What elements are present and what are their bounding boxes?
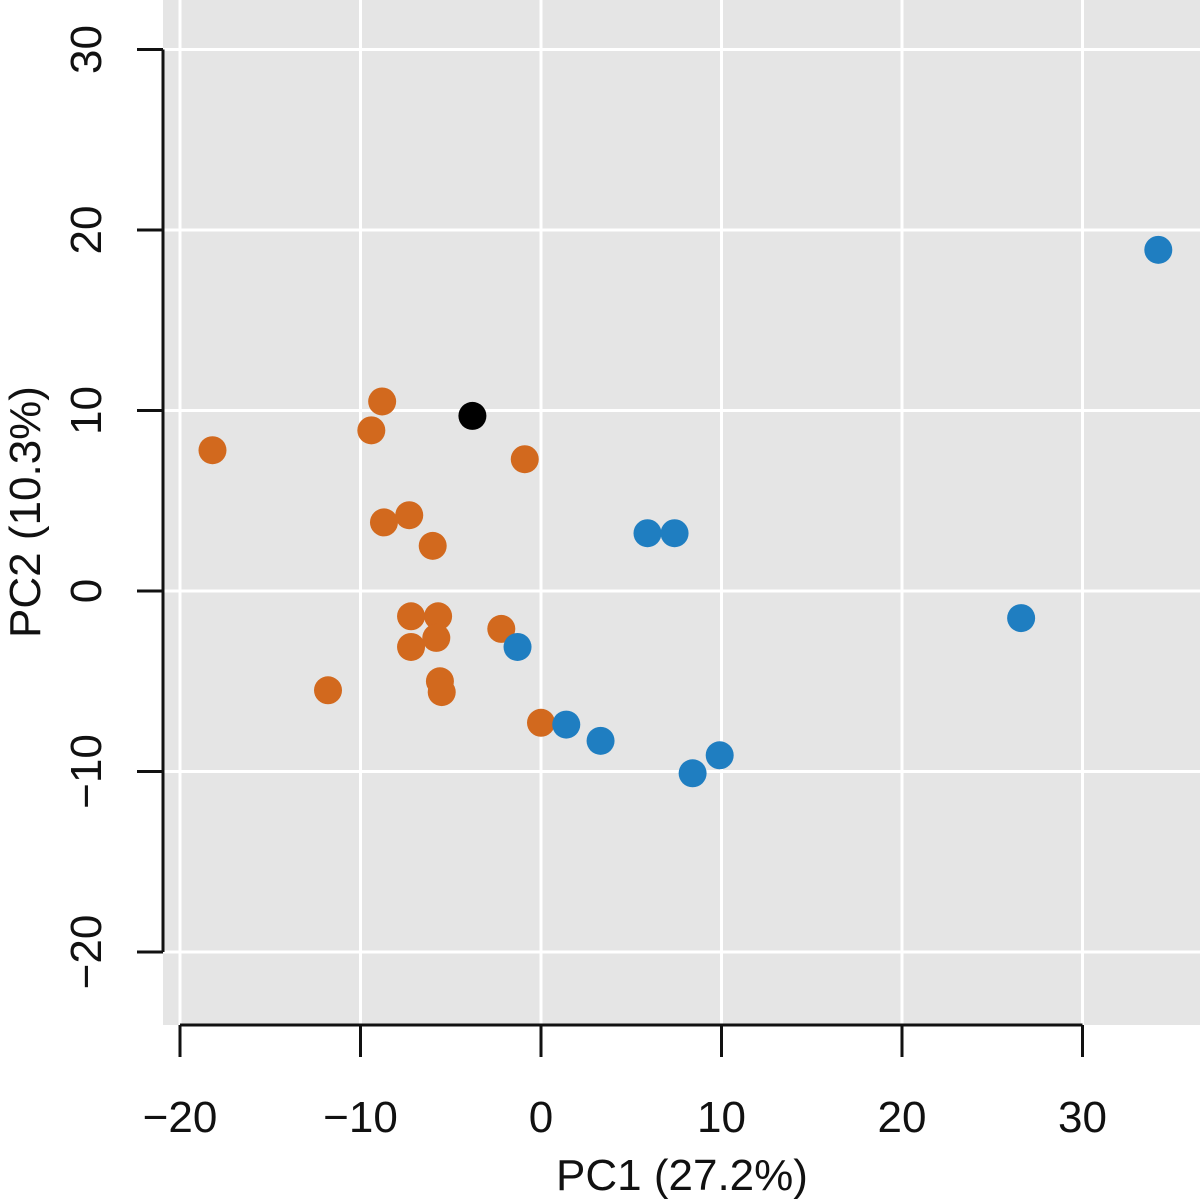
x-tick-label: 10: [697, 1093, 746, 1142]
data-point: [418, 531, 447, 560]
x-axis: −20 −10 0 10 20 30: [143, 1023, 1107, 1142]
data-point: [369, 508, 398, 537]
y-tick-label: −10: [62, 734, 111, 809]
data-points: [198, 235, 1173, 788]
data-point: [678, 759, 707, 788]
data-point: [422, 623, 451, 652]
data-point: [552, 710, 581, 739]
x-tick-label: −20: [143, 1093, 218, 1142]
x-tick-label: 20: [878, 1093, 927, 1142]
data-point: [660, 519, 689, 548]
y-tick-label: 20: [62, 206, 111, 255]
data-point: [357, 416, 386, 445]
data-point: [510, 445, 539, 474]
data-point: [198, 436, 227, 465]
data-point: [395, 501, 424, 530]
x-tick-label: −10: [323, 1093, 398, 1142]
gridlines: [163, 0, 1200, 1025]
data-point: [427, 678, 456, 707]
data-point: [314, 676, 343, 705]
data-point: [424, 602, 453, 631]
y-tick-label: 30: [62, 25, 111, 74]
data-point: [586, 726, 615, 755]
plot-panel: [163, 0, 1200, 1025]
data-point: [527, 708, 555, 737]
data-point: [633, 519, 662, 548]
data-point: [458, 401, 487, 430]
data-point: [487, 614, 516, 643]
x-tick-label: 0: [529, 1093, 553, 1142]
data-point: [705, 741, 734, 770]
data-point: [368, 387, 397, 416]
x-tick-label: 30: [1058, 1093, 1107, 1142]
x-axis-title: PC1 (27.2%): [556, 1151, 808, 1200]
data-point: [1007, 604, 1036, 633]
data-point: [503, 632, 532, 661]
y-axis: −20 −10 0 10 20 30: [62, 25, 165, 990]
y-tick-label: 10: [62, 386, 111, 435]
y-tick-label: −20: [62, 915, 111, 990]
data-point: [397, 632, 426, 661]
data-point: [1144, 235, 1173, 264]
data-point: [397, 602, 426, 631]
y-axis-title: PC2 (10.3%): [1, 386, 50, 638]
y-tick-label: 0: [62, 579, 111, 603]
